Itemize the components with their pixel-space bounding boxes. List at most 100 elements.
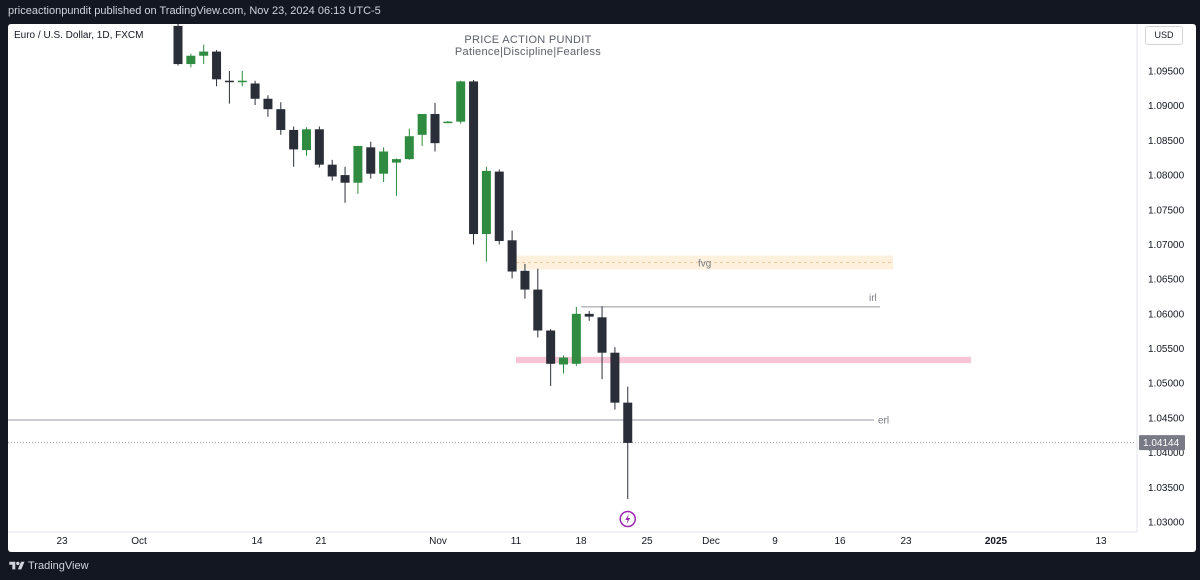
watermark-subtitle: Patience|Discipline|Fearless [454,46,602,58]
candle [430,102,440,152]
price-tick-label: 1.07000 [1148,240,1185,251]
candle-body [250,83,260,99]
candle-body [404,136,414,160]
price-tick-label: 1.08000 [1148,171,1185,182]
footer-bar: TradingView [0,552,1200,580]
time-tick-label: 2025 [985,536,1008,547]
candle-body [199,51,209,56]
candle [224,71,234,104]
candle-body [212,51,222,80]
chart-panel[interactable]: 1.09500 1.09000 1.08500 1.08000 1.07500 1.070… [8,24,1196,552]
candle [327,159,337,181]
annotation-erl: erl [878,416,889,427]
price-tick-label: 1.06500 [1148,275,1185,286]
zone-fvg [510,255,893,270]
watermark-title: PRICE ACTION PUNDIT [464,34,592,46]
current-price-badge [1139,435,1185,451]
candle-body [289,129,299,150]
candle [533,268,543,338]
time-tick-label: Nov [429,536,447,547]
publish-header: priceactionpundit published on TradingVi… [0,0,1200,24]
candles-layer [173,24,633,500]
price-tick-label: 1.09000 [1148,101,1185,112]
annotation-irl: irl [869,293,877,304]
annotation-fvg: fvg [698,259,711,270]
candle-body [507,240,517,272]
time-axis: 23 Oct 14 21 Nov 11 18 25 Dec 9 16 23 2025 13 [8,531,1137,547]
price-chart[interactable]: 1.09500 1.09000 1.08500 1.08000 1.07500 1.070… [8,24,1196,552]
candle-body [353,145,363,183]
candle [186,53,196,68]
candle-body [469,81,479,235]
price-tick-label: 1.03000 [1148,518,1185,529]
current-price-label: 1.04144 [1143,438,1180,449]
candle [276,102,286,135]
candle-body [340,175,350,183]
candle [469,80,479,245]
candle [507,230,517,279]
price-tick-label: 1.05500 [1148,344,1185,355]
candle [237,71,247,87]
candle-body [546,330,556,364]
candle [366,141,376,179]
candle-body [173,25,183,65]
symbol-label[interactable]: Euro / U.S. Dollar, 1D, FXCM [14,30,144,41]
candle [212,50,222,87]
time-tick-label: 13 [1095,536,1107,547]
time-tick-label: 9 [772,536,778,547]
time-tick-label: 23 [900,536,912,547]
candle [353,145,363,194]
lightning-marker-icon [619,510,636,528]
candle [379,147,389,183]
annotations-layer: fvg irl erl [619,259,889,528]
time-tick-label: 18 [575,536,587,547]
candle-body [456,81,466,122]
time-tick-label: 11 [511,536,522,547]
candle-body [263,98,273,110]
candle [494,169,504,245]
candle-body [224,80,234,83]
candle [623,386,633,500]
time-tick-label: 14 [251,536,263,547]
candle-body [276,109,286,130]
currency-button[interactable]: USD [1145,26,1183,45]
publish-info-text: priceactionpundit published on TradingVi… [8,5,381,17]
candle-body [379,151,389,174]
candle-body [366,147,376,174]
price-tick-label: 1.04000 [1148,448,1185,459]
candle-body [186,55,196,65]
candle [456,80,466,124]
candle-body [494,171,504,241]
candle [584,311,594,321]
candle-body [430,114,440,144]
price-tick-label: 1.08500 [1148,136,1185,147]
candle [559,355,568,374]
candle-body [597,317,607,353]
candle-body [391,159,401,163]
candle [520,263,530,299]
time-tick-label: 25 [641,536,653,547]
candle [302,127,311,156]
levels-layer [8,306,1136,444]
candle [199,44,209,65]
candle-body [610,352,620,403]
candle-body [571,313,581,364]
candle [314,126,324,168]
price-tick-label: 1.05000 [1148,379,1185,390]
candle [597,306,607,380]
time-tick-label: 23 [56,536,68,547]
candle-body [559,357,568,365]
time-tick-label: Dec [702,536,720,547]
candle-body [443,121,453,124]
candle [340,166,350,203]
candle-body [327,164,337,177]
candle [417,114,427,146]
candle-body [623,402,633,443]
candle [571,306,581,366]
candle [443,120,453,124]
tradingview-logo-icon[interactable] [9,560,25,572]
candle [481,166,491,262]
candle-body [237,80,247,83]
price-tick-label: 1.03500 [1148,483,1185,494]
tradingview-brand: TradingView [28,560,89,572]
